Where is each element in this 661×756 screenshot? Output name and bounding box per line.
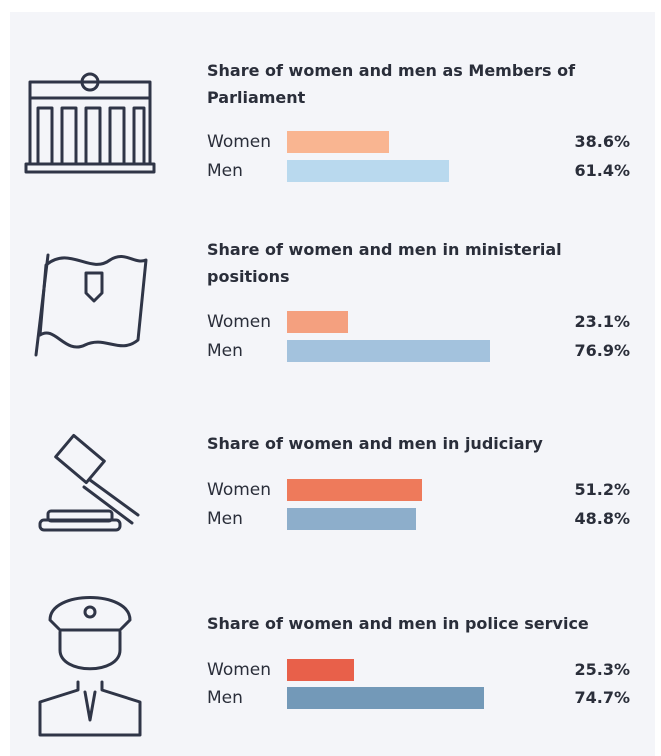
panel-title: Share of women and men in police service	[207, 614, 589, 633]
value-label: 38.6%	[574, 132, 630, 151]
bar	[287, 311, 348, 333]
category-label: Women	[207, 132, 272, 152]
category-label: Women	[207, 480, 272, 500]
bar	[287, 131, 389, 153]
value-label: 25.3%	[574, 660, 630, 679]
category-label: Men	[207, 161, 243, 181]
value-label: 61.4%	[574, 161, 630, 180]
panel-title: Share of women and men in ministerial po…	[207, 240, 562, 286]
bar	[287, 479, 423, 501]
category-label: Women	[207, 660, 272, 680]
panel-title: Share of women and men as Members of Par…	[207, 61, 576, 107]
category-label: Men	[207, 509, 243, 529]
category-label: Men	[207, 688, 243, 708]
bar	[287, 687, 485, 709]
value-label: 23.1%	[574, 312, 630, 331]
value-label: 48.8%	[574, 509, 630, 528]
bar	[287, 340, 491, 362]
gavel-icon	[38, 433, 140, 532]
panel-title: Share of women and men in judiciary	[207, 434, 543, 453]
value-label: 74.7%	[574, 688, 630, 707]
value-label: 76.9%	[574, 341, 630, 360]
bar	[287, 508, 416, 530]
flag-icon	[34, 253, 148, 357]
bar	[287, 659, 354, 681]
value-label: 51.2%	[574, 480, 630, 499]
category-label: Women	[207, 312, 272, 332]
bar	[287, 160, 450, 182]
category-label: Men	[207, 341, 243, 361]
parliament-icon	[24, 72, 156, 174]
police-icon	[38, 596, 142, 737]
